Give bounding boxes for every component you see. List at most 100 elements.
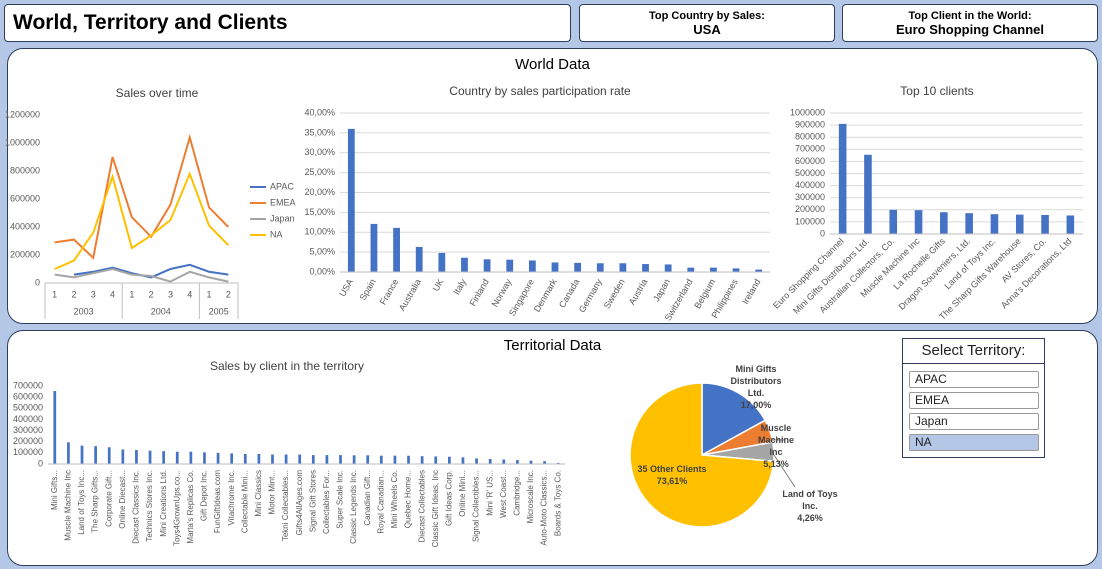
y-tick-label: 200000: [795, 204, 825, 214]
slicer-item[interactable]: NA: [909, 434, 1039, 451]
x-tick-label: Ireland: [740, 277, 762, 306]
bar: [271, 454, 274, 464]
y-tick-label: 100000: [795, 216, 825, 226]
x-tick-label: West Coast...: [499, 470, 508, 518]
x-tick-label: Microscale Inc.: [526, 470, 535, 523]
pie-label-value: 5,13%: [763, 459, 789, 469]
line-series: [54, 267, 229, 283]
y-tick-label: 10,00%: [304, 227, 335, 237]
x-tick-label: Technics Stores Inc.: [145, 470, 154, 542]
slicer-item[interactable]: Japan: [909, 413, 1039, 430]
bar: [732, 268, 740, 272]
x-tick-label: Muscle Machine Inc: [64, 470, 73, 541]
bar: [311, 455, 315, 464]
line-series: [73, 263, 229, 279]
y-tick-label: 700000: [795, 144, 825, 154]
bar: [687, 267, 695, 272]
leader-line: [771, 451, 796, 488]
y-tick-label: 300000: [13, 425, 43, 435]
bar: [940, 212, 948, 234]
y-tick-label: 600000: [795, 156, 825, 166]
y-tick-label: 400000: [795, 180, 825, 190]
y-tick-label: 20,00%: [304, 187, 335, 197]
section-title: World Data: [515, 56, 590, 73]
y-tick-label: 600000: [10, 193, 40, 203]
bar: [447, 456, 451, 464]
y-tick-label: 0,00%: [309, 266, 335, 276]
x-tick-label: 2: [226, 289, 231, 299]
bar: [121, 449, 125, 464]
x-group-label: 2003: [74, 306, 94, 316]
x-tick-label: Gifts4AllAges.com: [295, 470, 304, 536]
bar: [438, 252, 446, 272]
bar: [596, 263, 604, 272]
x-tick-label: Canadian Gift...: [363, 470, 372, 526]
bar: [461, 457, 465, 464]
bar: [1041, 215, 1049, 234]
y-tick-label: 40,00%: [304, 107, 335, 117]
bar: [352, 455, 356, 464]
bar: [148, 450, 152, 464]
bar: [664, 264, 672, 272]
x-tick-label: Tekni Collectables...: [281, 470, 290, 541]
legend-label: NA: [270, 229, 283, 239]
x-tick-label: Motor Mint...: [268, 470, 277, 514]
kpi-label: Top Country by Sales:: [649, 10, 765, 22]
pie-label-name: Muscle Machine Inc: [757, 423, 794, 457]
y-tick-label: 0: [35, 277, 40, 287]
x-tick-label: Marta's Replicas Co.: [186, 470, 195, 544]
bar: [516, 460, 519, 464]
bar: [415, 246, 423, 272]
x-tick-label: Corporate Gift...: [104, 470, 113, 527]
chart-title: Country by sales participation rate: [449, 84, 631, 98]
bar: [370, 223, 378, 272]
x-tick-label: Signal Collectibles...: [472, 470, 481, 542]
x-tick-label: USA: [337, 277, 355, 298]
y-tick-label: 900000: [795, 119, 825, 129]
x-tick-label: Mini Creations Ltd.: [159, 470, 168, 537]
y-tick-label: 25,00%: [304, 167, 335, 177]
slicer: Select Territory: APAC EMEA Japan NA: [902, 338, 1045, 458]
bar: [488, 458, 492, 464]
bar: [284, 454, 288, 464]
x-tick-label: Collectable Mini...: [240, 470, 249, 533]
bar: [838, 123, 847, 234]
x-tick-label: 4: [110, 289, 115, 299]
y-tick-label: 500000: [13, 403, 43, 413]
x-tick-label: Mini Gifts...: [50, 470, 59, 510]
bar: [407, 455, 410, 464]
pie-label: Land of Toys Inc. 4,26%: [780, 488, 840, 524]
y-tick-label: 1000000: [790, 107, 825, 117]
bar: [642, 264, 649, 272]
y-tick-label: 500000: [795, 168, 825, 178]
bar: [551, 262, 559, 272]
bar: [393, 455, 397, 464]
slicer-item[interactable]: EMEA: [909, 392, 1039, 409]
pie-slice: [701, 382, 767, 457]
x-tick-label: The Sharp Gifts...: [91, 470, 100, 533]
bar: [502, 459, 506, 464]
pie-label: 35 Other Clients 73,61%: [632, 463, 712, 487]
x-tick-label: Austria: [627, 277, 650, 306]
x-tick-label: Gift Depot Inc.: [200, 470, 209, 521]
bar: [230, 453, 234, 464]
x-tick-label: 1: [52, 289, 57, 299]
bar: [189, 451, 193, 464]
x-tick-label: Royal Canadian...: [376, 470, 385, 534]
x-tick-label: 4: [187, 289, 192, 299]
x-tick-label: Auto-Moto Classics...: [540, 470, 549, 546]
bar: [506, 259, 514, 272]
bar: [990, 214, 999, 234]
bar: [461, 257, 468, 272]
y-tick-label: 400000: [13, 414, 43, 424]
bar: [203, 452, 206, 464]
pie-label: Mini Gifts Distributors Ltd. 17,00%: [726, 363, 786, 411]
x-tick-label: Norway: [490, 277, 514, 309]
x-tick-label: Sweden: [602, 277, 627, 310]
bar: [175, 451, 179, 464]
bar: [298, 454, 302, 464]
y-tick-label: 800000: [10, 165, 40, 175]
x-tick-label: 3: [91, 289, 96, 299]
slicer-item[interactable]: APAC: [909, 371, 1039, 388]
bar: [475, 458, 478, 464]
